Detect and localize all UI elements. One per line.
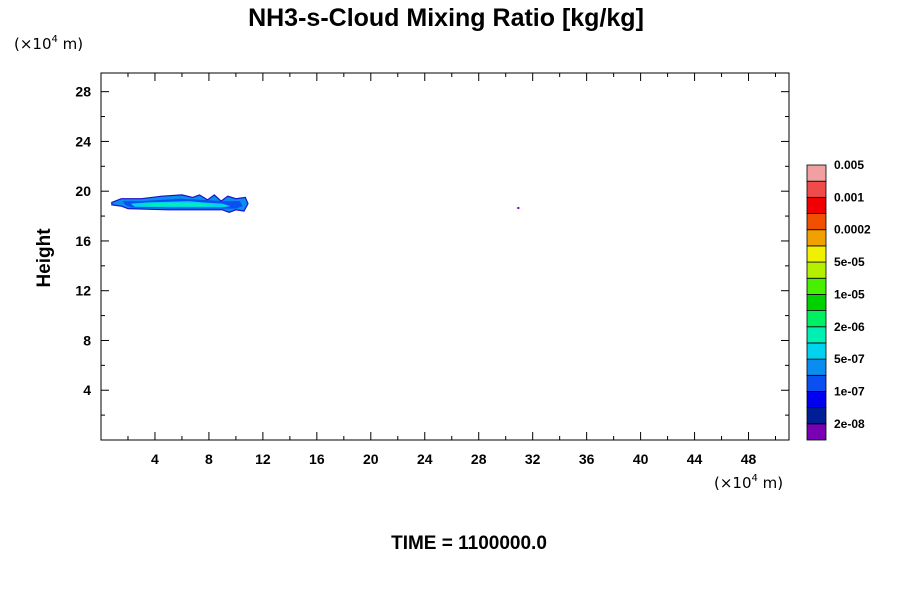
colorbar-swatch xyxy=(806,358,827,376)
colorbar-swatch xyxy=(806,245,827,263)
y-tick-label: 24 xyxy=(75,133,91,149)
colorbar-swatch xyxy=(806,310,827,328)
colorbar-label: 5e-05 xyxy=(834,255,865,269)
y-tick-label: 20 xyxy=(75,183,91,199)
colorbar-label: 0.0002 xyxy=(834,223,871,237)
time-label: TIME = 1100000.0 xyxy=(391,533,547,554)
x-tick-label: 12 xyxy=(255,451,271,467)
colorbar-label: 5e-07 xyxy=(834,352,865,366)
x-tick-label: 20 xyxy=(363,451,379,467)
colorbar-swatch xyxy=(806,164,827,182)
y-tick-label: 4 xyxy=(83,382,91,398)
colorbar-label: 0.001 xyxy=(834,190,864,204)
colorbar-label: 1e-07 xyxy=(834,384,865,398)
x-tick-label: 4 xyxy=(151,451,159,467)
isolated-cloud-spot xyxy=(516,206,520,210)
y-unit-label: (×104 m) xyxy=(14,34,83,53)
x-tick-label: 32 xyxy=(525,451,541,467)
colorbar-swatch xyxy=(806,391,827,409)
cloud-regions xyxy=(111,194,520,213)
colorbar-swatch xyxy=(806,342,827,360)
y-axis-label: Height xyxy=(34,228,55,288)
colorbar-label: 2e-06 xyxy=(834,320,865,334)
colorbar-label: 1e-05 xyxy=(834,287,865,301)
y-tick-label: 16 xyxy=(75,233,91,249)
x-tick-label: 48 xyxy=(741,451,757,467)
colorbar-swatch xyxy=(806,261,827,279)
colorbar-swatch xyxy=(806,196,827,214)
colorbar-swatch xyxy=(806,294,827,311)
colorbar-swatch xyxy=(806,277,827,295)
colorbar-swatch xyxy=(806,326,827,344)
colorbar-swatch xyxy=(806,229,827,247)
x-tick-label: 36 xyxy=(579,451,595,467)
chart-title: NH3-s-Cloud Mixing Ratio [kg/kg] xyxy=(248,4,644,32)
x-tick-label: 28 xyxy=(471,451,487,467)
main-cloud-inner xyxy=(141,203,216,207)
plot-background xyxy=(101,73,789,440)
colorbar-legend: 2e-08 1e-07 5e-07 2e-06 1e-05 5e-05 0.0002 0.00… xyxy=(806,158,871,441)
colorbar-swatch xyxy=(806,213,827,231)
x-tick-label: 44 xyxy=(687,451,703,467)
colorbar-swatch xyxy=(806,374,827,392)
y-tick-label: 28 xyxy=(75,84,91,100)
colorbar-label: 0.005 xyxy=(834,158,864,172)
y-tick-label: 8 xyxy=(83,332,91,348)
x-tick-label: 16 xyxy=(309,451,325,467)
x-tick-label: 8 xyxy=(205,451,213,467)
x-unit-label: (×104 m) xyxy=(714,473,783,492)
plot-frame xyxy=(100,72,790,441)
x-tick-label: 40 xyxy=(633,451,649,467)
colorbar-swatch xyxy=(806,423,827,441)
colorbar-label: 2e-08 xyxy=(834,417,865,431)
x-tick-label: 24 xyxy=(417,451,433,467)
colorbar-swatch xyxy=(806,407,827,425)
plot-area xyxy=(101,73,789,440)
colorbar-swatch xyxy=(806,180,827,198)
y-tick-label: 12 xyxy=(75,283,91,299)
